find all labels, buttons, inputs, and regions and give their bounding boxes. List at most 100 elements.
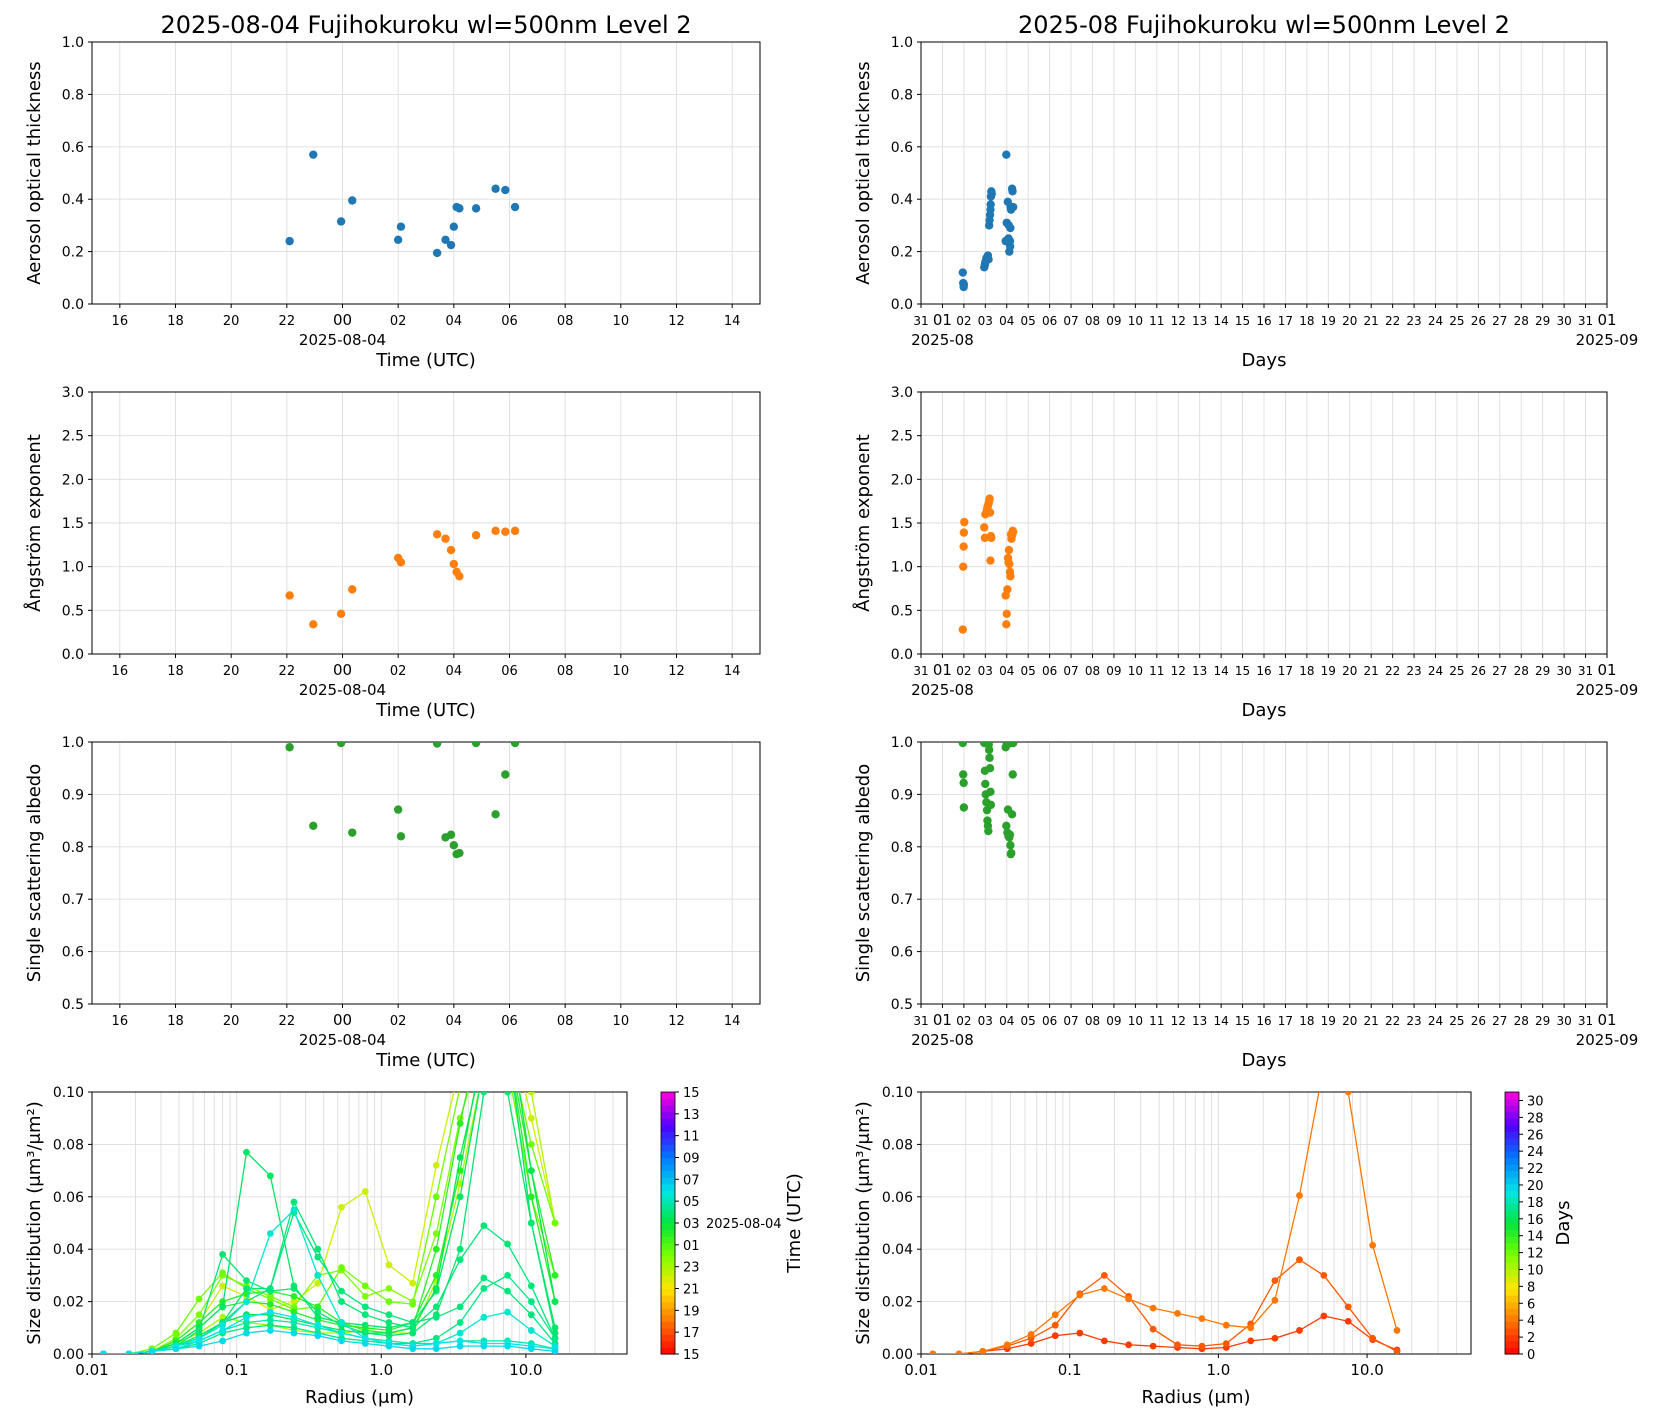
daily-size-distribution-y-tick-label: 0.02 xyxy=(53,1295,84,1311)
daily-angstrom-y-tick-label: 0.5 xyxy=(62,603,84,619)
daily-size-distribution-series xyxy=(100,1092,559,1354)
daily-size-distribution-series-line xyxy=(103,1092,556,1354)
daily-ssa-point xyxy=(455,848,464,858)
daily-size-distribution-colorbar-segment xyxy=(661,1131,675,1139)
monthly-size-distribution-series-point xyxy=(1296,1327,1303,1334)
monthly-size-distribution-colorbar-segment xyxy=(1505,1105,1519,1113)
monthly-size-distribution-x-tick-label: 0.1 xyxy=(1058,1361,1082,1379)
daily-ssa-x-tick-label: 18 xyxy=(167,1014,184,1029)
daily-size-distribution-colorbar-segment xyxy=(661,1203,675,1211)
daily-size-distribution-series-point xyxy=(195,1337,203,1345)
daily-aot-point xyxy=(396,222,406,231)
monthly-ssa-x-tick-label: 29 xyxy=(1535,1014,1550,1028)
daily-aot-y-tick-label: 0.8 xyxy=(62,87,84,103)
daily-size-distribution-series-point xyxy=(195,1327,203,1334)
daily-size-distribution-plot-area xyxy=(100,1092,559,1354)
monthly-aot-x-tick-label: 01 xyxy=(1597,311,1616,329)
monthly-aot-y-tick-label: 0.0 xyxy=(891,297,913,313)
monthly-angstrom-point xyxy=(987,533,996,543)
monthly-size-distribution-series-point xyxy=(1174,1309,1181,1317)
daily-aot-x-tick-label: 00 xyxy=(333,311,352,329)
daily-ssa-point xyxy=(396,832,406,841)
monthly-size-distribution-series-point xyxy=(1320,1062,1327,1069)
daily-size-distribution-series-point xyxy=(172,1345,180,1353)
monthly-angstrom-x-tick-label: 31 xyxy=(913,664,928,678)
daily-ssa-frame xyxy=(91,741,761,1005)
monthly-size-distribution-frame xyxy=(920,1091,1472,1355)
monthly-size-distribution-colorbar-segment xyxy=(1505,1236,1519,1244)
daily-aot-y-tick-label: 0.6 xyxy=(62,140,84,156)
daily-angstrom-point xyxy=(396,558,406,567)
daily-size-distribution-grid xyxy=(91,1091,628,1355)
monthly-angstrom-x-tick-label: 17 xyxy=(1278,664,1293,678)
monthly-ssa-x-tick-label: 24 xyxy=(1428,1014,1443,1028)
daily-size-distribution-colorbar-segment xyxy=(661,1255,675,1263)
monthly-ssa-grid xyxy=(920,741,1608,1005)
daily-size-distribution-series-point xyxy=(243,1285,250,1292)
monthly-angstrom-x-tick-label: 21 xyxy=(1364,664,1379,678)
daily-angstrom-x-tick-label: 10 xyxy=(613,664,630,679)
monthly-size-distribution-y-tick-label: 0.10 xyxy=(882,1085,913,1101)
daily-angstrom-x-tick-label: 16 xyxy=(112,664,129,679)
daily-angstrom-x-tick-label: 22 xyxy=(279,664,296,679)
monthly-size-distribution-series-point xyxy=(1247,1337,1255,1345)
daily-angstrom-y-tick-label: 1.0 xyxy=(62,560,84,576)
daily-angstrom-grid xyxy=(92,391,760,655)
daily-size-distribution-series-point xyxy=(266,1285,274,1292)
daily-size-distribution-colorbar-tick-label: 09 xyxy=(683,1152,700,1167)
daily-size-distribution-series-point xyxy=(527,1219,535,1227)
monthly-ssa-y-tick-label: 0.9 xyxy=(891,787,913,803)
daily-size-distribution-colorbar-segment xyxy=(661,1334,675,1342)
monthly-size-distribution-series-point xyxy=(1174,1341,1181,1349)
daily-angstrom-point xyxy=(441,534,450,543)
daily-size-distribution-series-point xyxy=(266,1230,274,1237)
monthly-size-distribution-series-point xyxy=(1393,1327,1401,1334)
monthly-size-distribution-colorbar-segment xyxy=(1505,1183,1519,1191)
daily-size-distribution-series-point xyxy=(314,1279,322,1287)
monthly-size-distribution-colorbar-segment xyxy=(1505,1150,1519,1159)
daily-size-distribution-series-point xyxy=(551,1219,559,1227)
monthly-angstrom-panel: 0.0 0.5 1.0 1.5 2.0 2.5 3.0 31 01 02 03 04 05 06 07 08 0… xyxy=(852,385,1638,721)
monthly-aot-x-tick-label: 19 xyxy=(1321,314,1336,328)
daily-aot-x-tick-label: 14 xyxy=(724,314,741,329)
daily-size-distribution-series-point xyxy=(290,1313,298,1321)
daily-size-distribution-y-tick-label: 0.04 xyxy=(53,1242,84,1258)
monthly-size-distribution-series-point xyxy=(929,1350,937,1354)
monthly-ssa-plot-area xyxy=(958,742,1018,859)
monthly-ssa-y-axis-label: Single scattering albedo xyxy=(853,764,874,982)
monthly-size-distribution-series-point xyxy=(1344,1092,1352,1096)
daily-ssa-point xyxy=(491,810,500,819)
daily-size-distribution-series xyxy=(100,1092,559,1354)
monthly-ssa-x-tick-label: 02 xyxy=(956,1014,971,1028)
daily-aot-point xyxy=(491,184,500,193)
daily-size-distribution-colorbar-tick-label: 05 xyxy=(683,1195,700,1210)
monthly-size-distribution-series-point xyxy=(1369,1334,1377,1342)
daily-size-distribution-series-point xyxy=(338,1264,345,1271)
daily-ssa-x-tick-label: 00 xyxy=(333,1011,352,1029)
monthly-size-distribution-colorbar-segment xyxy=(1505,1092,1519,1100)
monthly-ssa-date-label-right: 2025-09 xyxy=(1576,1031,1639,1049)
daily-aot-date-label: 2025-08-04 xyxy=(299,331,386,349)
monthly-aot-x-tick-label: 17 xyxy=(1278,314,1293,328)
monthly-angstrom-x-tick-label: 31 xyxy=(1578,664,1593,678)
daily-size-distribution-colorbar-segment xyxy=(661,1164,675,1172)
monthly-ssa-x-tick-label: 04 xyxy=(999,1014,1014,1028)
monthly-angstrom-x-axis-label: Days xyxy=(1242,700,1287,721)
daily-ssa-y-tick-label: 0.8 xyxy=(62,840,84,856)
monthly-aot-y-tick-label: 1.0 xyxy=(891,35,913,51)
daily-size-distribution-colorbar-segment xyxy=(661,1190,675,1198)
monthly-angstrom-point xyxy=(980,523,989,532)
daily-size-distribution-x-tick-label: 1.0 xyxy=(369,1361,393,1379)
monthly-size-distribution-series-point xyxy=(1100,1285,1108,1292)
monthly-size-distribution-colorbar-tick-label: 14 xyxy=(1527,1230,1544,1245)
daily-angstrom-y-tick-label: 0.0 xyxy=(62,647,84,663)
daily-size-distribution-series-point xyxy=(219,1251,227,1258)
monthly-angstrom-point xyxy=(959,562,968,571)
daily-angstrom-x-tick-label: 02 xyxy=(390,664,407,679)
monthly-angstrom-y-tick-label: 1.5 xyxy=(891,516,913,532)
daily-ssa-date-label: 2025-08-04 xyxy=(299,1031,386,1049)
daily-size-distribution-series-point xyxy=(551,1272,559,1279)
daily-aot-y-axis-label: Aerosol optical thickness xyxy=(24,61,45,284)
